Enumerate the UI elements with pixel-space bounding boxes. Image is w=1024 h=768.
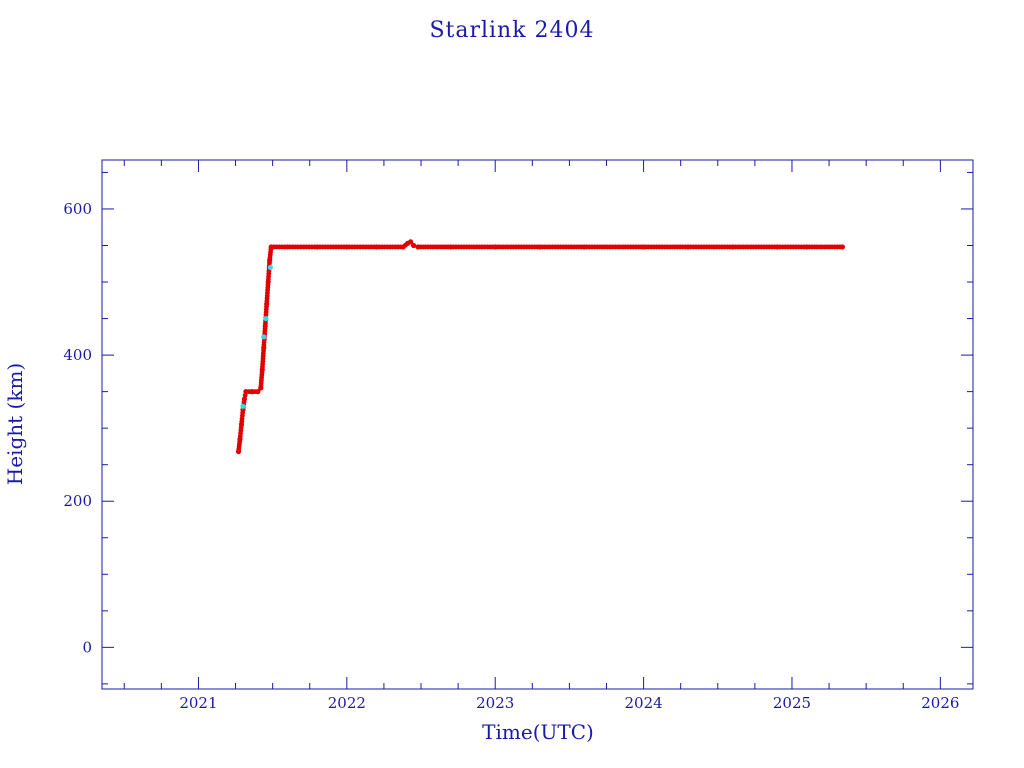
x-tick-label: 2023: [476, 694, 514, 712]
data-marks: [235, 239, 846, 455]
x-tick-label: 2025: [773, 694, 811, 712]
x-tick-label: 2022: [328, 694, 366, 712]
data-point: [241, 396, 248, 402]
data-point: [839, 244, 846, 250]
highlight-point: [261, 334, 267, 340]
axis-ticks: [102, 160, 973, 689]
tick-labels: 2021 2022 2023 2024 2025 2026 0 200 400 600: [63, 200, 959, 712]
x-tick-label: 2021: [179, 694, 217, 712]
y-tick-label: 200: [63, 492, 92, 510]
x-tick-label: 2026: [921, 694, 959, 712]
highlight-point: [263, 315, 269, 322]
y-axis-label: Height (km): [3, 363, 27, 485]
data-point: [408, 239, 414, 245]
data-point: [411, 242, 417, 249]
y-tick-label: 400: [63, 346, 92, 364]
y-tick-label: 0: [82, 638, 92, 656]
highlight-point: [240, 403, 246, 409]
highlight-point: [267, 264, 274, 271]
y-tick-label: 600: [63, 200, 92, 218]
x-tick-label: 2024: [624, 694, 662, 712]
x-axis-label: Time(UTC): [482, 720, 594, 744]
chart-title: Starlink 2404: [429, 18, 594, 43]
data-point: [255, 389, 261, 395]
plot-frame: [101, 159, 974, 690]
